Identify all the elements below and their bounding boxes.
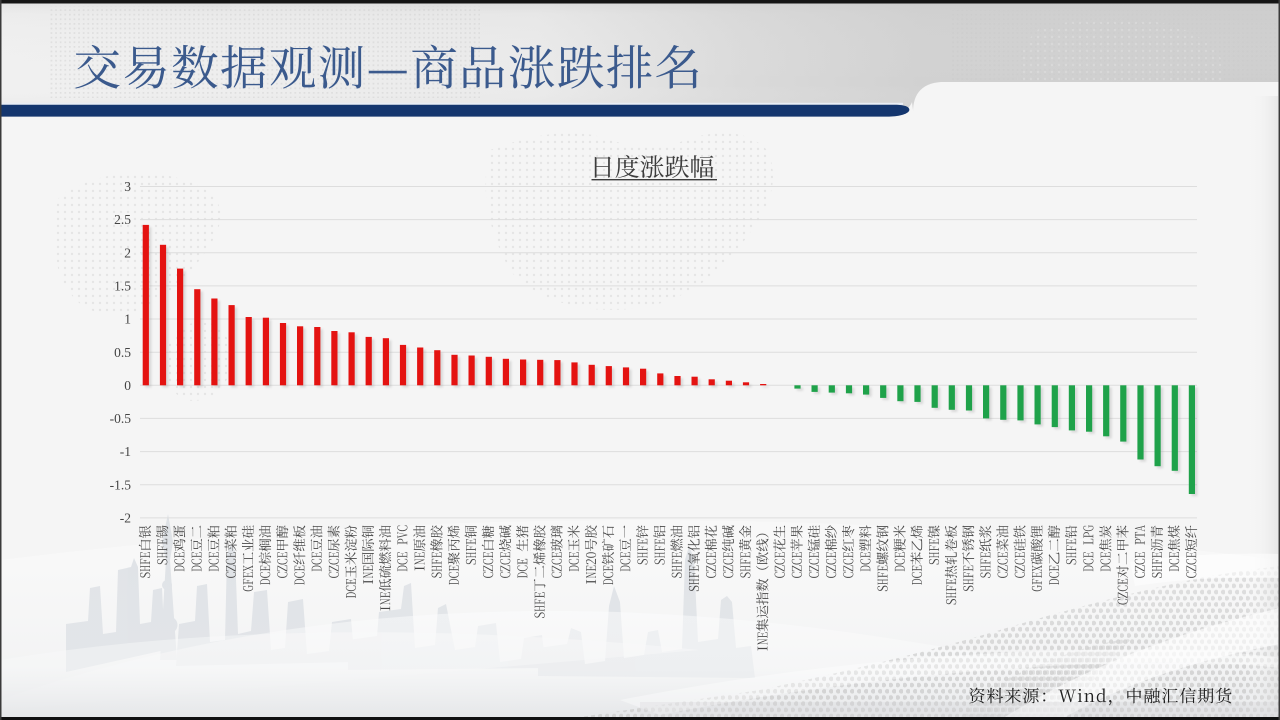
svg-text:0.5: 0.5	[114, 345, 131, 360]
svg-text:3: 3	[124, 179, 131, 194]
svg-text:-0.5: -0.5	[110, 411, 132, 426]
svg-text:-2: -2	[120, 511, 131, 526]
svg-text:1: 1	[124, 312, 131, 327]
svg-text:0: 0	[124, 378, 131, 393]
svg-text:-1: -1	[120, 444, 131, 459]
svg-text:2: 2	[124, 245, 131, 260]
svg-text:-1.5: -1.5	[110, 477, 132, 492]
svg-text:2.5: 2.5	[114, 212, 131, 227]
svg-text:1.5: 1.5	[114, 279, 131, 294]
